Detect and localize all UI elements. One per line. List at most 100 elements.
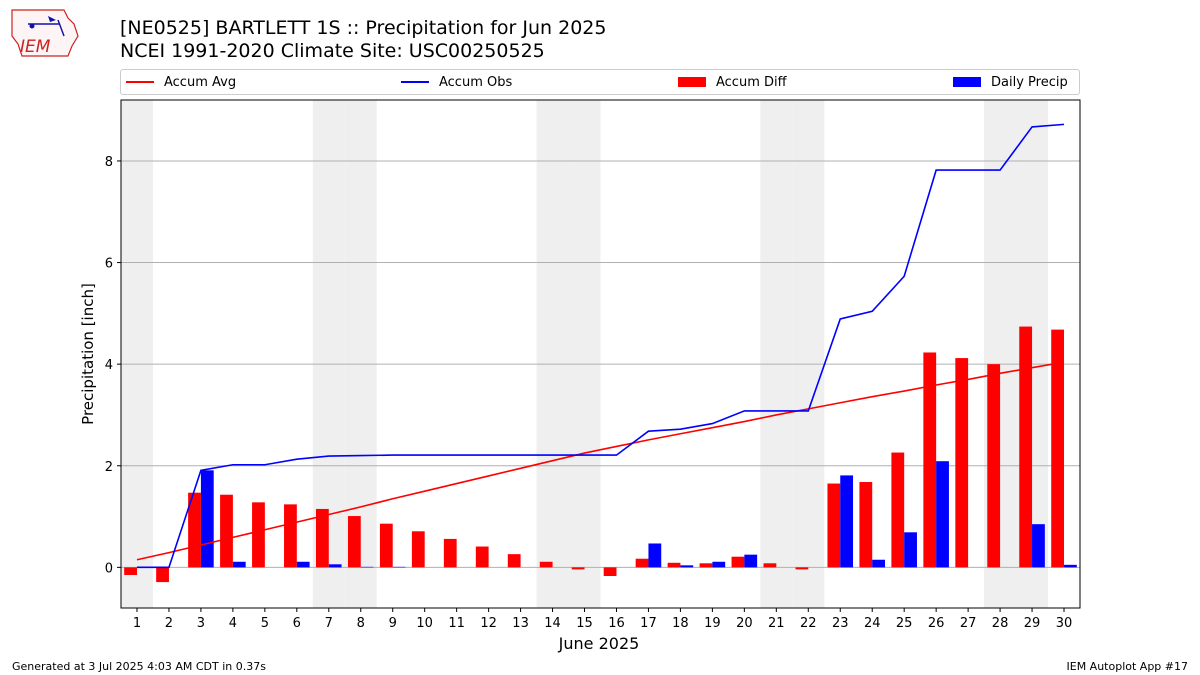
x-axis-label: June 2025 bbox=[558, 634, 640, 653]
iem-logo: IEM bbox=[11, 9, 79, 57]
accum-diff-bar bbox=[827, 483, 841, 568]
daily-precip-bar bbox=[360, 566, 374, 568]
accum-diff-bar bbox=[891, 452, 905, 568]
accum-diff-bar bbox=[859, 482, 873, 568]
accum-diff-bar bbox=[955, 358, 969, 568]
accum-diff-bar bbox=[252, 502, 265, 568]
weekend-shade-band bbox=[536, 100, 569, 608]
legend-label: Accum Avg bbox=[164, 74, 237, 90]
daily-precip-bar bbox=[904, 532, 917, 568]
logo-text: IEM bbox=[20, 37, 51, 57]
accum-avg-line bbox=[136, 361, 1065, 561]
x-tick-label: 24 bbox=[864, 616, 881, 631]
accum-diff-bar bbox=[507, 554, 521, 568]
daily-precip-bar bbox=[232, 561, 246, 568]
accum-diff-bar bbox=[603, 567, 617, 576]
legend-label: Accum Diff bbox=[716, 74, 787, 90]
x-tick-label: 4 bbox=[229, 616, 237, 631]
accum-diff-bar bbox=[156, 567, 169, 583]
x-tick-label: 19 bbox=[704, 616, 721, 631]
x-tick-label: 27 bbox=[960, 616, 977, 631]
grid-lines bbox=[121, 160, 1080, 568]
accum-diff-bar bbox=[635, 558, 649, 568]
x-tick-label: 29 bbox=[1024, 616, 1041, 631]
weekend-shade-band bbox=[760, 100, 793, 608]
x-tick-label: 1 bbox=[133, 616, 141, 631]
legend-item-accum-obs: Accum Obs bbox=[401, 70, 512, 94]
accum-obs-line bbox=[136, 123, 1065, 569]
y-axis: 0 2 4 6 8 bbox=[105, 155, 121, 576]
x-tick-label: 16 bbox=[608, 616, 625, 631]
weekend-shade-band bbox=[792, 100, 825, 608]
daily-precip-bar bbox=[648, 543, 662, 568]
x-tick-label: 18 bbox=[672, 616, 689, 631]
daily-precip-bar bbox=[296, 561, 310, 568]
x-tick-label: 17 bbox=[640, 616, 657, 631]
x-tick-label: 14 bbox=[544, 616, 561, 631]
accum-diff-bar bbox=[571, 567, 585, 570]
x-tick-label: 11 bbox=[448, 616, 465, 631]
accum-diff-bar bbox=[347, 516, 361, 568]
y-tick-label: 2 bbox=[105, 460, 113, 475]
daily-precip-bar bbox=[936, 461, 949, 568]
plot-frame bbox=[120, 99, 1081, 609]
accum-diff-bar bbox=[1019, 326, 1033, 568]
x-tick-label: 21 bbox=[768, 616, 785, 631]
accum-diff-bar bbox=[443, 538, 457, 568]
y-tick-label: 6 bbox=[105, 257, 113, 272]
accum-diff-bar bbox=[315, 508, 329, 568]
accum-diff-bar bbox=[731, 556, 745, 568]
daily-precip-bar bbox=[872, 559, 886, 568]
x-tick-label: 28 bbox=[992, 616, 1009, 631]
x-tick-label: 10 bbox=[416, 616, 433, 631]
chart-legend: Accum Avg Accum Obs Accum Diff Daily Pre… bbox=[120, 69, 1080, 95]
accum-diff-bar bbox=[1051, 329, 1065, 568]
x-tick-label: 22 bbox=[800, 616, 817, 631]
daily-precip-bar bbox=[200, 470, 214, 568]
legend-item-daily-precip: Daily Precip bbox=[953, 70, 1068, 94]
legend-item-accum-avg: Accum Avg bbox=[126, 70, 236, 94]
chart-title: [NE0525] BARTLETT 1S :: Precipitation fo… bbox=[120, 17, 607, 39]
daily-precip-bar bbox=[328, 564, 342, 568]
daily-precip-bar bbox=[1032, 524, 1045, 568]
accum-diff-bar bbox=[411, 531, 425, 568]
x-tick-label: 2 bbox=[165, 616, 173, 631]
x-tick-label: 30 bbox=[1056, 616, 1073, 631]
daily-precip-bar bbox=[840, 475, 854, 568]
y-tick-label: 4 bbox=[105, 358, 113, 373]
daily-precip-bar bbox=[712, 561, 726, 568]
x-tick-label: 8 bbox=[357, 616, 365, 631]
accum-diff-bar bbox=[220, 494, 233, 568]
x-tick-label: 26 bbox=[928, 616, 945, 631]
weekend-shade-band bbox=[121, 100, 153, 608]
bars bbox=[124, 326, 1077, 583]
legend-item-accum-diff: Accum Diff bbox=[678, 70, 787, 94]
daily-precip-bar bbox=[680, 565, 694, 568]
x-tick-label: 25 bbox=[896, 616, 913, 631]
accum-diff-bar bbox=[284, 504, 297, 568]
daily-precip-bar bbox=[744, 554, 758, 568]
y-tick-label: 8 bbox=[105, 155, 113, 170]
chart-subtitle: NCEI 1991-2020 Climate Site: USC00250525 bbox=[120, 40, 545, 62]
legend-label: Daily Precip bbox=[991, 74, 1068, 90]
x-tick-label: 5 bbox=[261, 616, 269, 631]
x-axis: 1 2 3 4 5 6 7 8 9 10 11 12 13 14 15 16 17 18 19 20 21 22 23 24 2… bbox=[133, 608, 1072, 631]
accum-diff-bar bbox=[379, 523, 393, 568]
x-tick-label: 3 bbox=[197, 616, 205, 631]
x-tick-label: 6 bbox=[293, 616, 301, 631]
accum-diff-bar bbox=[124, 567, 137, 575]
lines bbox=[136, 123, 1065, 569]
legend-swatch bbox=[401, 81, 429, 83]
y-axis-label: Precipitation [inch] bbox=[79, 283, 97, 425]
footer-generated: Generated at 3 Jul 2025 4:03 AM CDT in 0… bbox=[12, 660, 266, 673]
legend-swatch bbox=[126, 81, 154, 83]
x-tick-label: 23 bbox=[832, 616, 849, 631]
accum-diff-bar bbox=[795, 567, 809, 570]
weekend-shade-band bbox=[568, 100, 601, 608]
daily-precip-bar bbox=[392, 566, 406, 568]
x-tick-label: 15 bbox=[576, 616, 593, 631]
legend-swatch bbox=[953, 77, 981, 87]
x-tick-label: 7 bbox=[325, 616, 333, 631]
accum-diff-bar bbox=[923, 352, 937, 568]
accum-diff-bar bbox=[699, 563, 713, 568]
